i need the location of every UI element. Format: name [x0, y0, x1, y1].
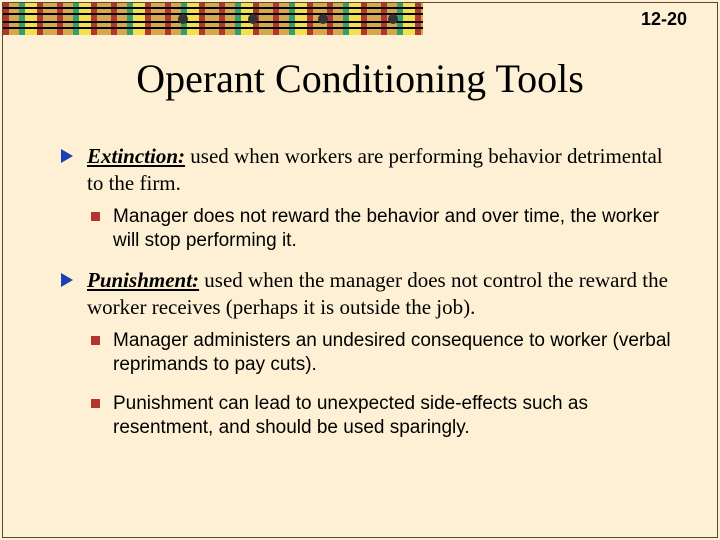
- diamond-bullet-icon: [61, 149, 73, 163]
- sub-text: Manager administers an undesired consequ…: [113, 330, 671, 375]
- border-pattern: [3, 3, 423, 35]
- slide-title: Operant Conditioning Tools: [3, 55, 717, 102]
- square-bullet-icon: [91, 336, 100, 345]
- bullet-punishment: Punishment: used when the manager does n…: [61, 267, 677, 321]
- bullet-extinction: Extinction: used when workers are perfor…: [61, 143, 677, 197]
- diamond-bullet-icon: [61, 273, 73, 287]
- term-extinction: Extinction:: [87, 144, 185, 168]
- sub-bullet: Manager administers an undesired consequ…: [91, 329, 677, 378]
- slide-content: Extinction: used when workers are perfor…: [61, 143, 677, 454]
- page-number: 12-20: [641, 9, 687, 30]
- term-punishment: Punishment:: [87, 268, 199, 292]
- square-bullet-icon: [91, 399, 100, 408]
- sub-bullet: Punishment can lead to unexpected side-e…: [91, 392, 677, 441]
- square-bullet-icon: [91, 212, 100, 221]
- slide: 12-20 Operant Conditioning Tools Extinct…: [2, 2, 718, 538]
- border-dots: [3, 3, 423, 35]
- decorative-top-border: [3, 3, 717, 35]
- sub-text: Punishment can lead to unexpected side-e…: [113, 393, 588, 438]
- sub-text: Manager does not reward the behavior and…: [113, 206, 659, 251]
- sub-bullet: Manager does not reward the behavior and…: [91, 205, 677, 254]
